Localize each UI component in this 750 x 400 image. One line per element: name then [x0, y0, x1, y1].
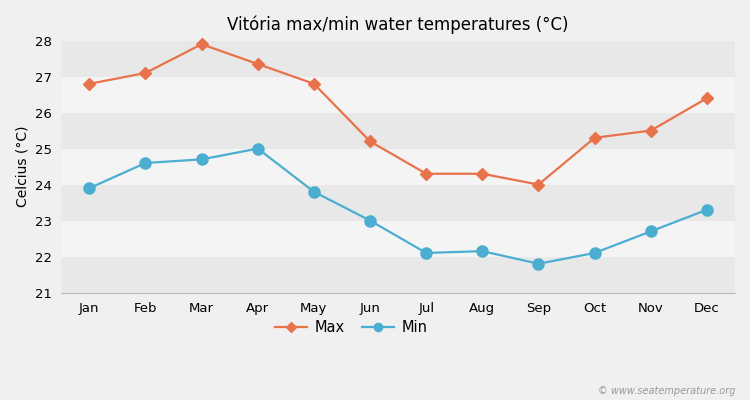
Text: © www.seatemperature.org: © www.seatemperature.org — [598, 386, 735, 396]
Bar — [62, 112, 735, 148]
Bar — [62, 148, 735, 184]
Bar — [62, 256, 735, 292]
Bar — [62, 41, 735, 76]
Title: Vitória max/min water temperatures (°C): Vitória max/min water temperatures (°C) — [227, 15, 569, 34]
Bar — [62, 184, 735, 220]
Y-axis label: Celcius (°C): Celcius (°C) — [15, 126, 29, 207]
Legend: Max, Min: Max, Min — [269, 314, 433, 341]
Bar — [62, 76, 735, 112]
Bar — [62, 220, 735, 256]
